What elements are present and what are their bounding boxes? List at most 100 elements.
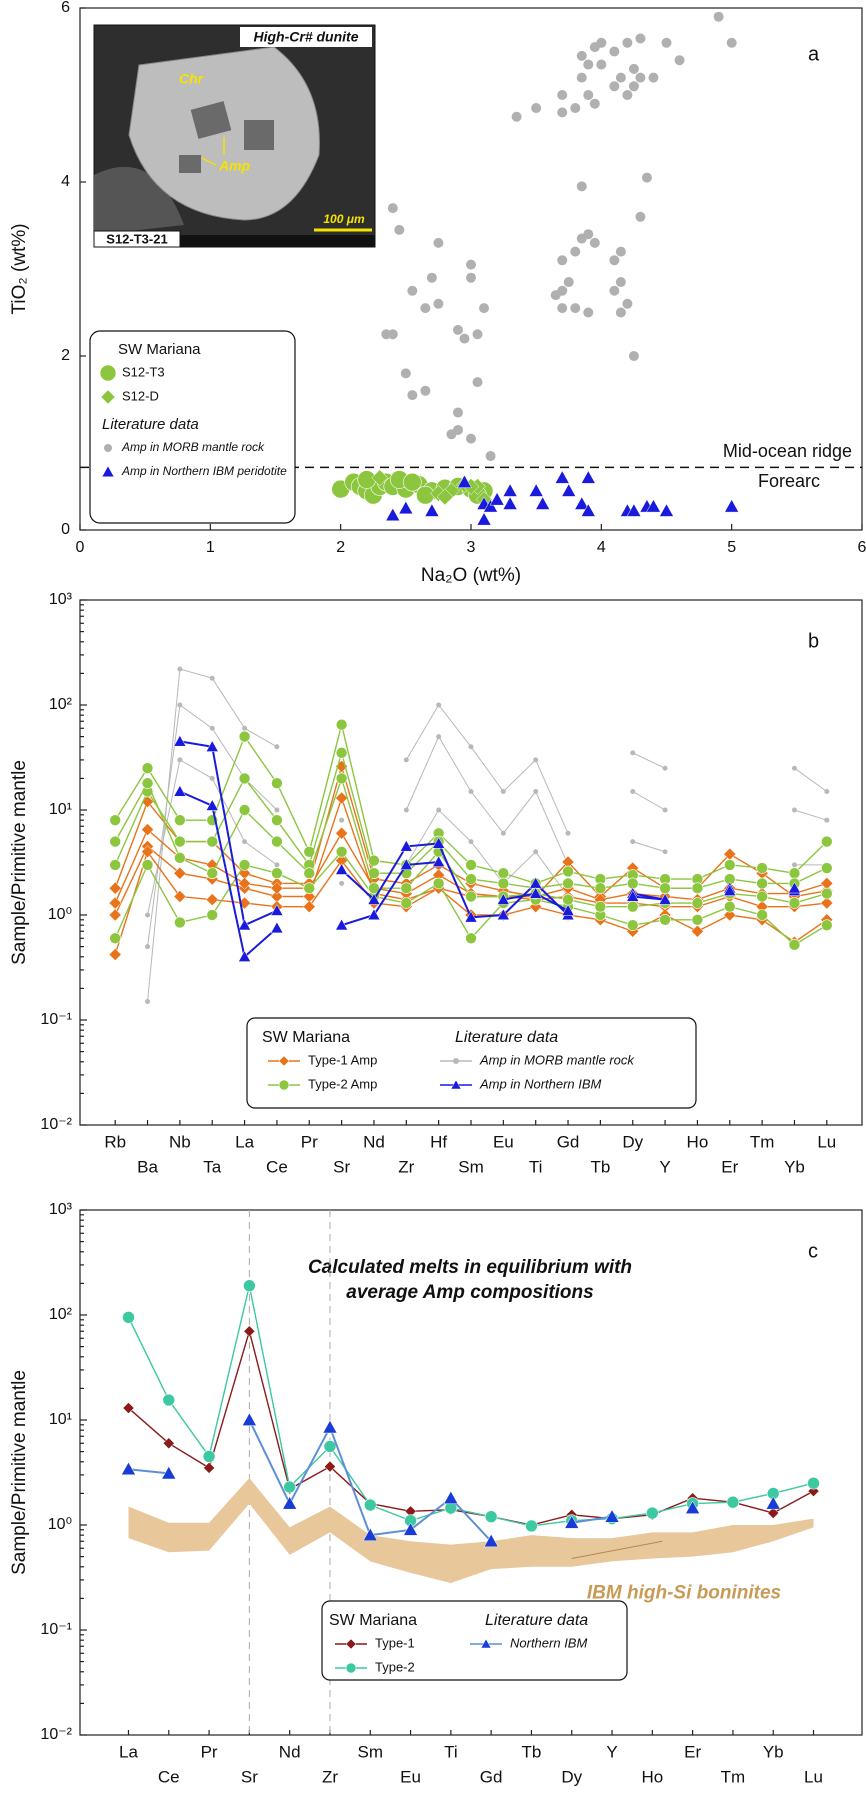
y-tick-label: 10⁻¹ xyxy=(40,1621,72,1638)
point xyxy=(533,789,539,795)
reference-label: Mid-ocean ridge xyxy=(723,441,852,461)
inset-inclusion xyxy=(190,101,232,139)
point xyxy=(271,835,283,848)
point xyxy=(628,63,639,74)
point xyxy=(243,1279,256,1293)
x-tick-label: Zr xyxy=(398,1157,414,1176)
point xyxy=(443,1490,459,1505)
point xyxy=(238,950,252,962)
point xyxy=(403,1522,418,1536)
point xyxy=(241,1412,257,1426)
inset-label: Amp xyxy=(218,158,251,174)
point xyxy=(756,877,768,890)
inset-label: Chr xyxy=(179,71,205,87)
point xyxy=(583,229,594,240)
point xyxy=(557,255,568,266)
point xyxy=(274,807,280,813)
point xyxy=(635,211,646,222)
point xyxy=(403,807,409,813)
point xyxy=(765,1496,781,1510)
point xyxy=(691,924,704,938)
point xyxy=(141,845,154,859)
point xyxy=(122,1311,135,1324)
legend-marker xyxy=(278,1055,290,1067)
point xyxy=(108,881,122,895)
x-tick-label: Yb xyxy=(784,1157,805,1176)
y-axis-title: TiO₂ (wt%) xyxy=(9,223,30,314)
point xyxy=(531,103,542,114)
legend-marker xyxy=(345,1662,357,1674)
point xyxy=(570,303,581,314)
series-line xyxy=(128,1328,814,1526)
x-tick-label: Rb xyxy=(104,1132,126,1151)
point xyxy=(335,918,349,931)
point xyxy=(662,807,668,813)
point xyxy=(283,1480,296,1494)
point xyxy=(109,932,121,945)
point xyxy=(821,835,833,848)
y-axis-title: Sample/Primitive mantle xyxy=(9,1370,30,1575)
point xyxy=(436,488,454,506)
inset-crystal xyxy=(128,46,320,221)
point xyxy=(271,814,283,826)
legend-label: Amp in MORB mantle rock xyxy=(479,1052,635,1067)
y-tick-label: 4 xyxy=(61,173,70,190)
point xyxy=(484,1510,498,1523)
x-tick-label: Eu xyxy=(493,1132,514,1151)
x-tick-label: Ce xyxy=(158,1767,180,1786)
point xyxy=(420,385,431,396)
point xyxy=(432,836,446,849)
point xyxy=(641,172,652,183)
point xyxy=(500,789,506,795)
point xyxy=(174,814,186,826)
point xyxy=(202,1450,216,1463)
point xyxy=(580,503,596,517)
legend-marker xyxy=(99,364,117,382)
point xyxy=(399,839,413,852)
inset-arrow xyxy=(201,157,217,166)
point xyxy=(108,908,122,922)
point xyxy=(648,72,659,83)
plot-frame xyxy=(79,1209,863,1736)
x-tick-label: Gd xyxy=(480,1767,503,1786)
x-tick-label: Tb xyxy=(590,1157,610,1176)
panel-label: c xyxy=(808,1240,818,1262)
point xyxy=(452,324,463,335)
point xyxy=(483,498,498,513)
point xyxy=(807,1476,820,1490)
point xyxy=(570,246,581,257)
point xyxy=(303,882,316,894)
point xyxy=(662,765,668,771)
legend-label: S12-D xyxy=(122,388,159,403)
x-tick-label: Er xyxy=(684,1742,701,1761)
point xyxy=(821,862,833,874)
x-tick-label: Nd xyxy=(279,1742,301,1761)
point xyxy=(563,277,574,288)
point xyxy=(436,734,442,740)
point xyxy=(400,368,411,379)
x-tick-label: 3 xyxy=(467,539,476,556)
legend-label: Amp in Northern IBM peridotite xyxy=(121,464,287,478)
inset-title-box xyxy=(240,27,372,47)
x-tick-label: Zr xyxy=(322,1767,338,1786)
point xyxy=(274,862,280,868)
legend-group-title: SW Mariana xyxy=(262,1029,350,1046)
point xyxy=(203,1462,215,1474)
point xyxy=(465,890,477,903)
point xyxy=(635,72,646,83)
point xyxy=(432,855,446,868)
legend-group-title: SW Mariana xyxy=(329,1612,417,1629)
legend-marker xyxy=(450,1079,462,1090)
point xyxy=(174,852,186,864)
point xyxy=(525,1519,538,1533)
point xyxy=(205,799,219,811)
point xyxy=(723,859,736,871)
legend: SW Mariana Type-1 Type-2 Literature data Nor… xyxy=(321,1600,628,1681)
point xyxy=(385,507,401,522)
point xyxy=(691,914,704,926)
point xyxy=(303,867,316,880)
point xyxy=(583,307,594,318)
point xyxy=(162,1393,176,1407)
point xyxy=(465,859,477,871)
legend-marker xyxy=(104,444,112,452)
